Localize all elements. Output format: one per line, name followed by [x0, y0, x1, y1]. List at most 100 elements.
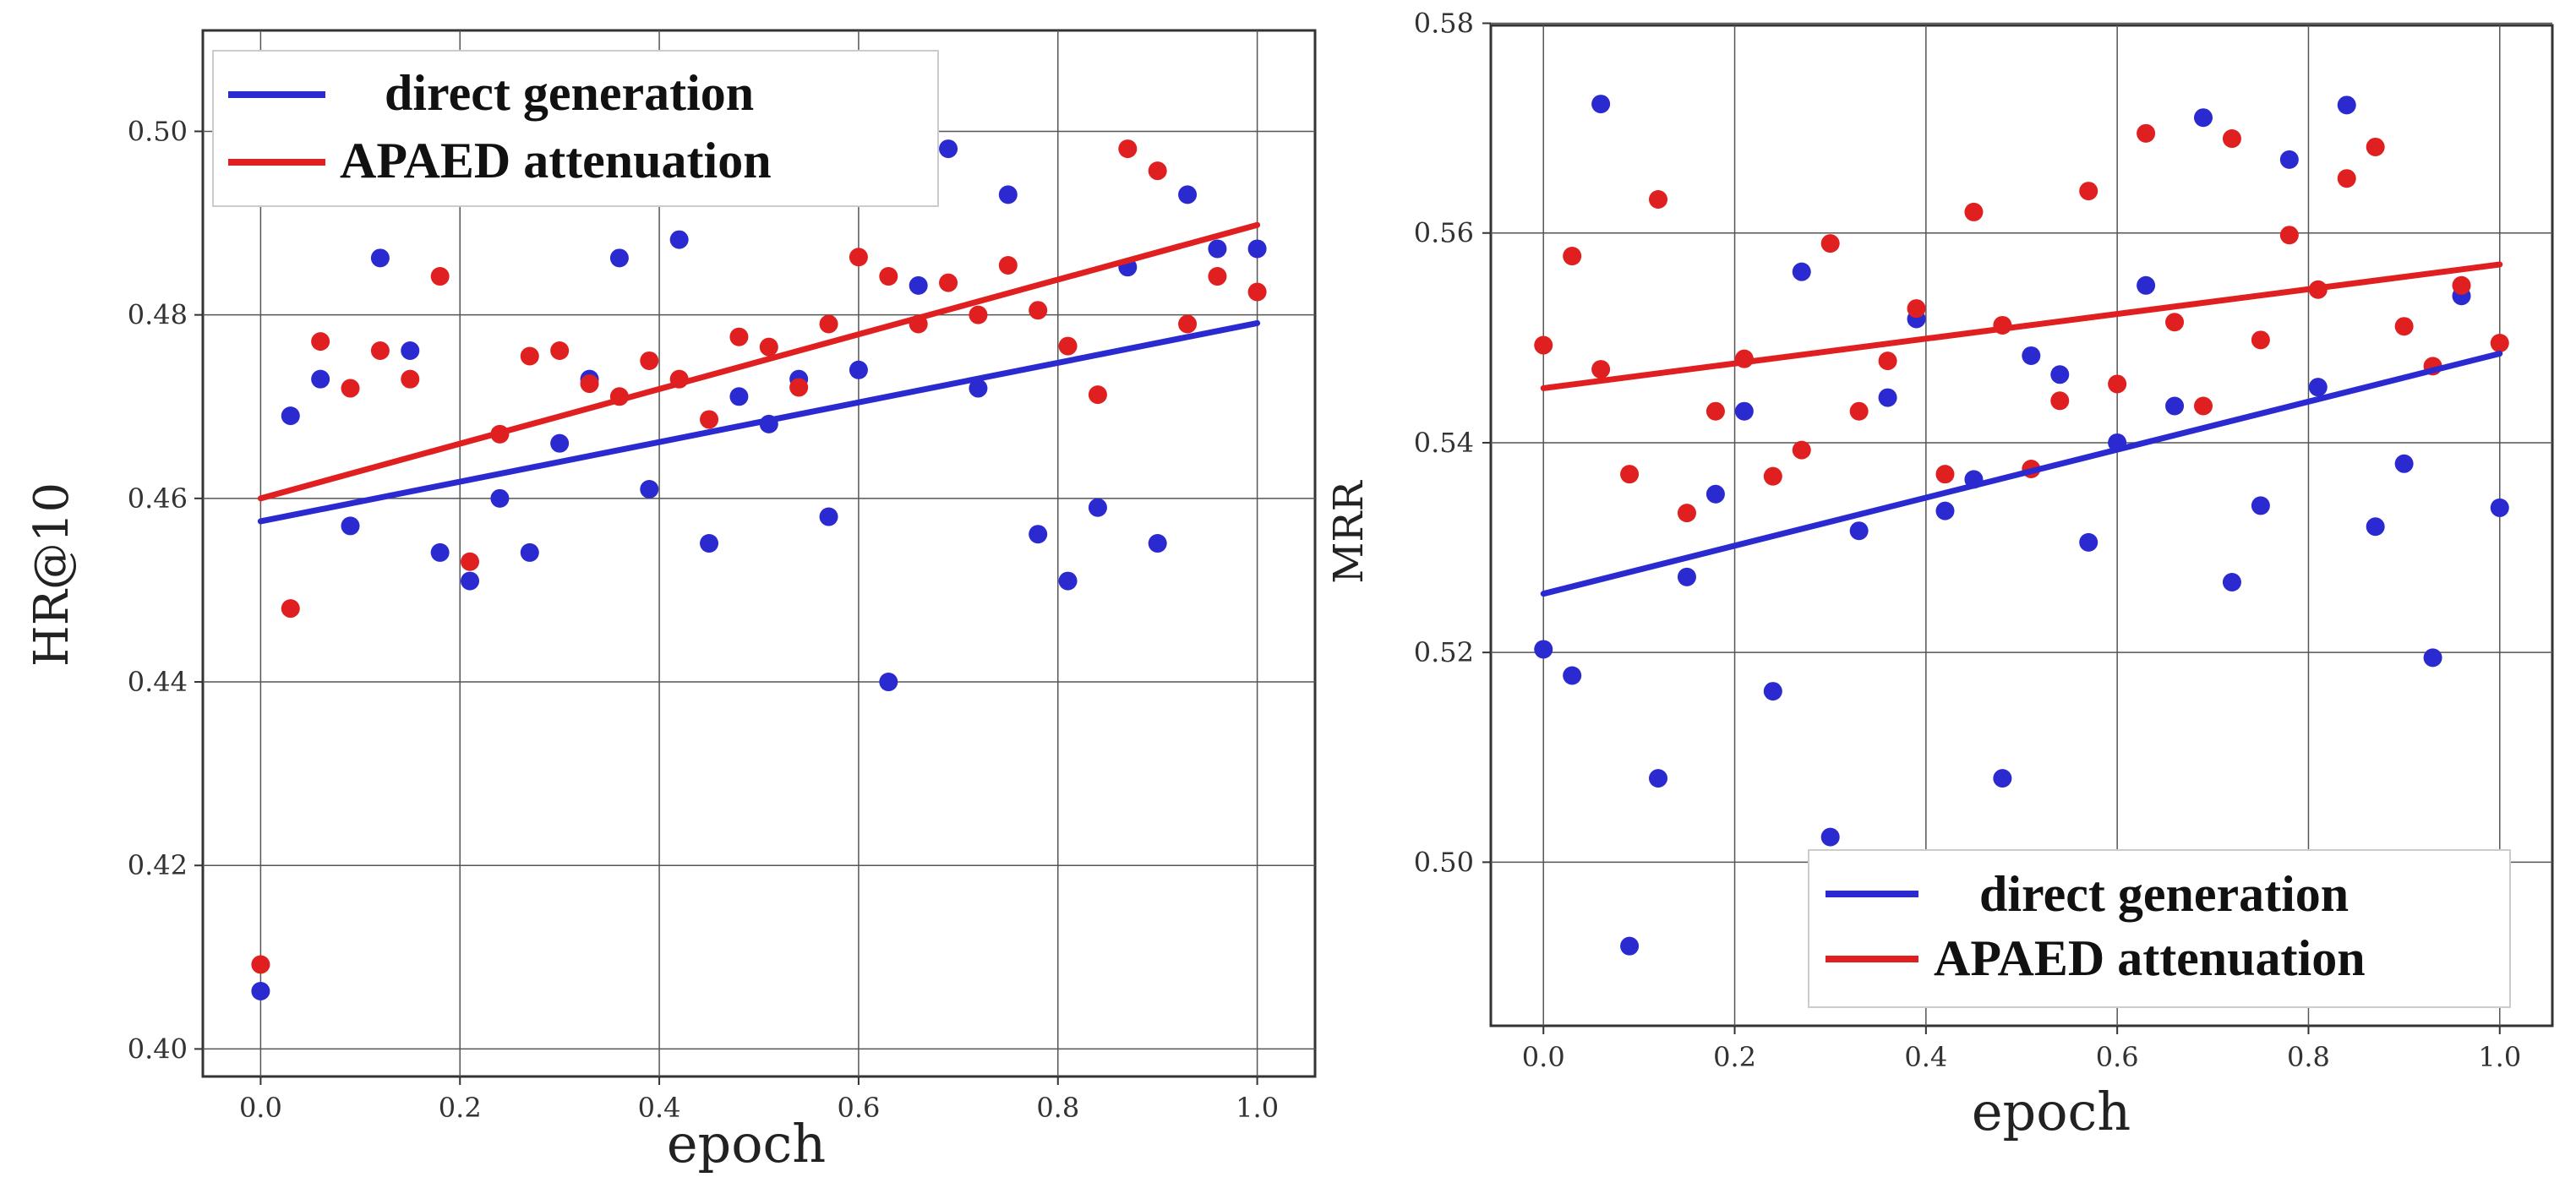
point-apaed-attenuation: [640, 351, 659, 370]
point-direct-generation: [669, 230, 689, 249]
trendline-direct-generation: [257, 319, 1261, 525]
point-direct-generation: [1620, 936, 1640, 956]
point-apaed-attenuation: [1591, 360, 1611, 379]
point-apaed-attenuation: [729, 327, 749, 346]
point-apaed-attenuation: [1058, 336, 1078, 356]
point-apaed-attenuation: [849, 248, 868, 267]
legend-label-direct-generation: direct generation: [385, 65, 754, 121]
point-direct-generation: [1058, 571, 1078, 591]
point-direct-generation: [1591, 95, 1611, 114]
point-direct-generation: [2079, 532, 2098, 552]
point-apaed-attenuation: [1620, 465, 1640, 484]
point-direct-generation: [1029, 525, 1048, 544]
point-direct-generation: [1649, 769, 1668, 788]
point-apaed-attenuation: [1178, 314, 1198, 334]
point-apaed-attenuation: [2279, 226, 2299, 245]
point-apaed-attenuation: [520, 346, 539, 366]
point-apaed-attenuation: [1148, 161, 1167, 181]
point-apaed-attenuation: [461, 552, 480, 571]
x-tick-labels: 0.0 0.2 0.4 0.6 0.8 1.0: [1522, 1041, 2521, 1073]
point-apaed-attenuation: [1534, 335, 1553, 355]
point-direct-generation: [1849, 521, 1869, 541]
x-tick-labels: 0.0 0.2 0.4 0.6 0.8 1.0: [239, 1092, 1279, 1124]
point-apaed-attenuation: [2193, 396, 2213, 416]
point-apaed-attenuation: [1649, 190, 1668, 210]
point-direct-generation: [281, 406, 300, 426]
x-tick-label: 0.4: [638, 1092, 681, 1124]
point-direct-generation: [1088, 498, 1107, 517]
point-direct-generation: [1208, 239, 1227, 259]
point-apaed-attenuation: [1088, 385, 1107, 405]
point-apaed-attenuation: [1208, 267, 1227, 286]
y-tick-label: 0.46: [128, 482, 188, 515]
point-direct-generation: [1563, 666, 1582, 685]
trendline-apaed-attenuation: [257, 221, 1261, 502]
point-direct-generation: [700, 534, 719, 553]
point-direct-generation: [2423, 648, 2442, 668]
point-apaed-attenuation: [1820, 234, 1840, 253]
point-apaed-attenuation: [1118, 139, 1138, 159]
point-direct-generation: [998, 185, 1018, 204]
point-apaed-attenuation: [2165, 313, 2185, 332]
y-tick-labels: 0.50 0.52 0.54 0.56 0.58: [1414, 8, 1474, 879]
x-tick-label: 0.8: [1036, 1092, 1079, 1124]
legend: direct generation APAED attenuation: [1808, 849, 2511, 1008]
point-apaed-attenuation: [2490, 334, 2509, 353]
point-apaed-attenuation: [1763, 466, 1782, 486]
point-direct-generation: [1706, 484, 1725, 504]
point-direct-generation: [1247, 239, 1267, 259]
point-apaed-attenuation: [879, 267, 898, 286]
x-tick-label: 0.8: [2287, 1041, 2330, 1073]
point-direct-generation: [2222, 573, 2241, 592]
point-direct-generation: [520, 542, 539, 562]
point-direct-generation: [2490, 498, 2509, 517]
data-marks: [1534, 95, 2509, 956]
data-marks: [251, 139, 1267, 1001]
point-direct-generation: [729, 387, 749, 406]
point-apaed-attenuation: [1677, 504, 1696, 523]
point-apaed-attenuation: [430, 267, 450, 286]
chart-mrr: 0.0 0.2 0.4 0.6 0.8 1.0 0.500.520.540.560.58 …: [1325, 8, 2554, 1142]
point-direct-generation: [490, 488, 510, 508]
point-apaed-attenuation: [341, 379, 360, 398]
point-direct-generation: [1677, 567, 1696, 586]
point-direct-generation: [1734, 401, 1754, 421]
point-apaed-attenuation: [2079, 182, 2098, 201]
point-direct-generation: [2308, 378, 2328, 397]
point-direct-generation: [819, 507, 838, 526]
x-tick-label: 0.2: [1713, 1041, 1756, 1073]
legend-box: [212, 50, 939, 207]
point-apaed-attenuation: [700, 410, 719, 429]
point-direct-generation: [909, 275, 928, 295]
point-direct-generation: [939, 139, 958, 159]
point-direct-generation: [461, 571, 480, 591]
point-direct-generation: [2050, 365, 2070, 384]
point-direct-generation: [1534, 640, 1553, 659]
point-apaed-attenuation: [2394, 317, 2414, 336]
point-apaed-attenuation: [550, 341, 570, 361]
point-direct-generation: [2394, 454, 2414, 473]
x-tick-label: 0.6: [2096, 1041, 2139, 1073]
trendline-apaed-attenuation: [1540, 261, 2503, 391]
point-apaed-attenuation: [580, 374, 599, 394]
point-direct-generation: [969, 379, 988, 398]
y-tick-label: 0.52: [1414, 636, 1474, 668]
point-direct-generation: [640, 479, 659, 499]
point-direct-generation: [609, 248, 629, 268]
point-direct-generation: [1792, 262, 1811, 281]
point-direct-generation: [1763, 682, 1782, 701]
point-apaed-attenuation: [998, 256, 1018, 275]
y-tick-label: 0.50: [1414, 846, 1474, 878]
point-direct-generation: [341, 516, 360, 536]
legend-label-direct-generation: direct generation: [1979, 866, 2349, 922]
legend: direct generation APAED attenuation: [212, 50, 939, 207]
x-tick-label: 0.2: [439, 1092, 482, 1124]
point-apaed-attenuation: [1907, 299, 1926, 319]
point-apaed-attenuation: [2137, 123, 2156, 143]
legend-box: [1808, 849, 2511, 1008]
x-axis-label: epoch: [667, 1113, 826, 1174]
point-apaed-attenuation: [251, 955, 270, 974]
x-tick-label: 0.0: [239, 1092, 282, 1124]
legend-label-apaed-attenuation: APAED attenuation: [1934, 930, 2366, 986]
point-direct-generation: [2366, 517, 2385, 537]
